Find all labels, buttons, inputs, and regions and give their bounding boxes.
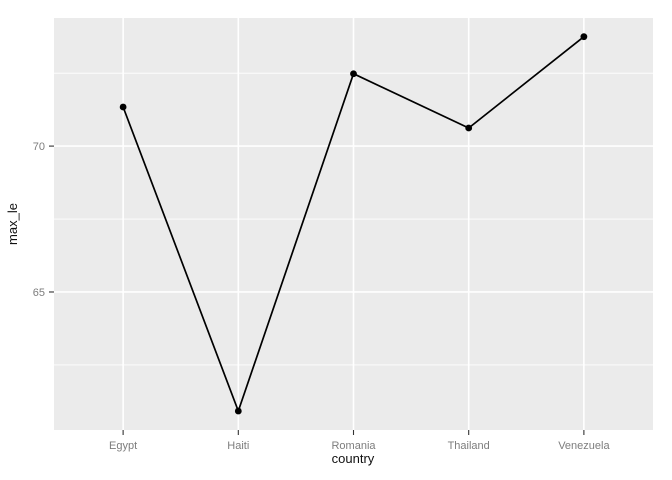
x-tick-label: Venezuela (558, 440, 610, 452)
data-point (119, 103, 127, 111)
data-point (350, 70, 357, 78)
x-tick-label: Romania (331, 440, 376, 452)
x-tick-label: Haiti (227, 440, 249, 452)
plot-panel: 65 70 Egypt Haiti Romania Thailand Venezuela (33, 18, 653, 452)
y-tick-label: 65 (33, 287, 45, 299)
x-tick-label: Egypt (109, 440, 137, 452)
y-tick-label: 70 (33, 141, 45, 153)
data-point (465, 124, 473, 132)
y-axis-title: max_le (5, 203, 20, 245)
data-point (234, 407, 242, 415)
data-point (580, 33, 588, 41)
x-axis-title: country (332, 451, 375, 466)
x-tick-label: Thailand (448, 440, 490, 452)
